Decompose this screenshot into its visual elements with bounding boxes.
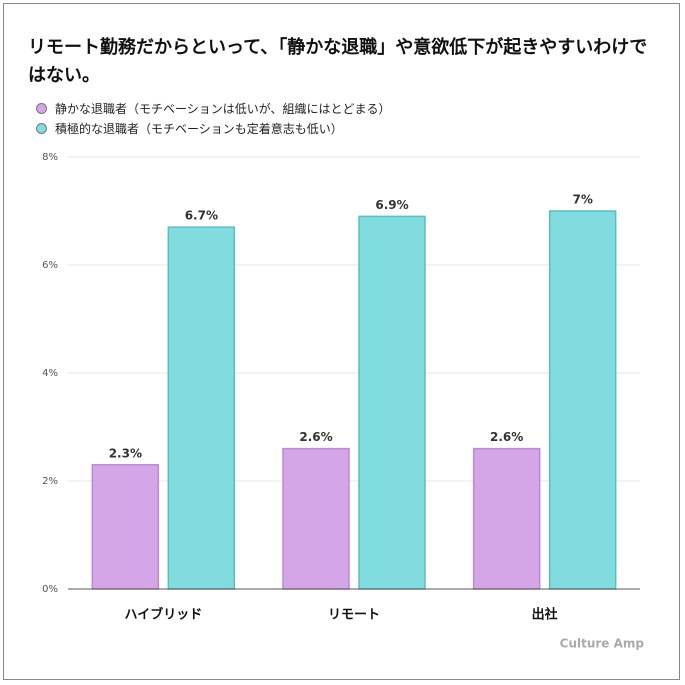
bar	[472, 447, 541, 590]
legend-item: 静かな退職者（モチベーションは低いが、組織にはとどまる）	[36, 98, 391, 118]
y-tick-label: 2%	[42, 476, 58, 487]
watermark: Culture Amp	[560, 637, 645, 651]
legend-swatch	[36, 102, 47, 114]
x-tick-label: 出社	[532, 607, 558, 623]
legend-label: 静かな退職者（モチベーションは低いが、組織にはとどまる）	[55, 101, 391, 116]
y-tick-label: 8%	[42, 152, 58, 163]
bar	[548, 210, 617, 590]
bar	[282, 447, 350, 590]
y-tick-label: 6%	[42, 260, 58, 271]
x-tick-label: リモート	[328, 608, 380, 623]
value-label: 2.6%	[299, 430, 332, 444]
y-tick-label: 0%	[42, 584, 58, 595]
bar	[358, 215, 426, 590]
frame	[3, 3, 680, 680]
value-label: 6.9%	[375, 198, 408, 212]
value-label: 7%	[572, 193, 592, 207]
legend-swatch	[36, 122, 47, 134]
legend-item: 積極的な退職者（モチベーションも定着意志も低い）	[36, 118, 391, 138]
value-label: 2.6%	[490, 430, 523, 444]
bar	[167, 226, 236, 590]
x-tick-label: ハイブリッド	[124, 607, 202, 623]
bar	[91, 464, 160, 590]
legend-label: 積極的な退職者（モチベーションも定着意志も低い）	[55, 121, 343, 136]
chart-title: リモート勤務だからといって、「静かな退職」や意欲低下が起きやすいわけではない。	[28, 37, 648, 86]
value-label: 6.7%	[185, 209, 218, 223]
value-label: 2.3%	[109, 446, 142, 460]
y-tick-label: 4%	[42, 368, 58, 379]
legend: 静かな退職者（モチベーションは低いが、組織にはとどまる） 積極的な退職者（モチベー…	[36, 98, 391, 138]
